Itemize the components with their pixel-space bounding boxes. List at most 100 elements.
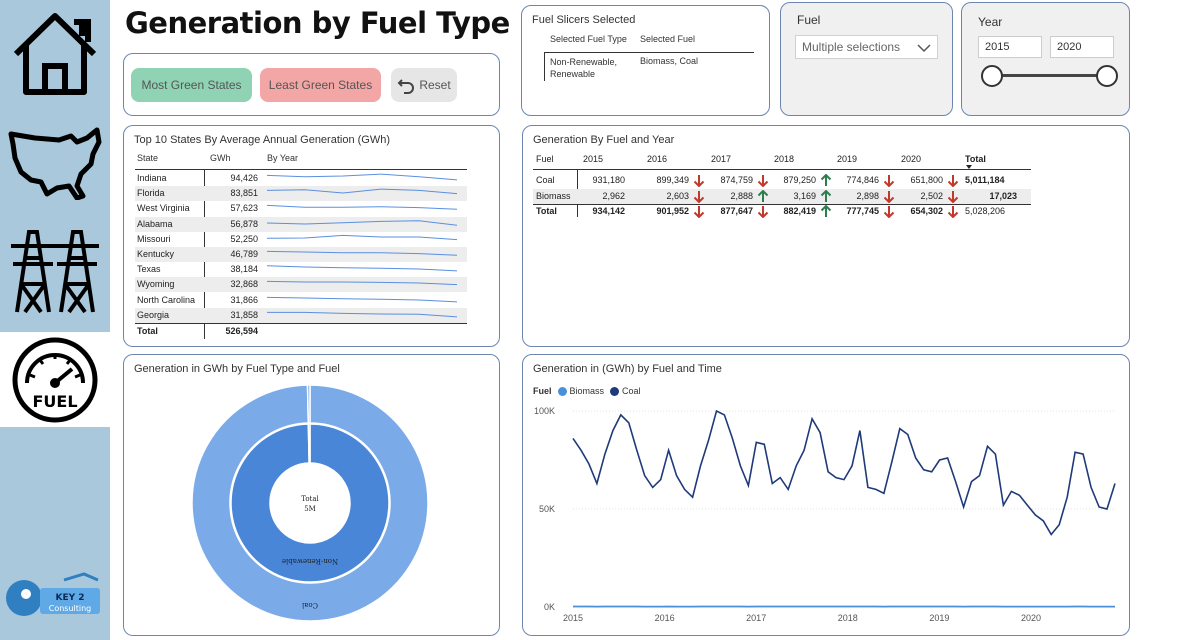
- state-gwh: 52,250: [230, 233, 258, 244]
- donut-center-label: Total: [301, 495, 319, 503]
- state-gwh: 94,426: [230, 173, 258, 183]
- arrow-up-icon: [820, 174, 832, 186]
- most-green-states-button[interactable]: Most Green States: [131, 68, 252, 102]
- year-slider-end-handle[interactable]: [1096, 65, 1118, 87]
- fy-header-5[interactable]: 2019: [837, 154, 858, 164]
- donut-outer-slice-biomass[interactable]: [306, 384, 311, 424]
- state-gwh: 32,868: [230, 279, 258, 290]
- x-tick-label: 2015: [563, 613, 583, 623]
- sparkline-line: [267, 265, 458, 272]
- arrow-up-icon: [820, 189, 832, 202]
- col-by-year-header: By Year: [267, 153, 299, 163]
- table-row-band: [135, 186, 467, 202]
- nav-fuel[interactable]: FUEL: [0, 332, 110, 427]
- year-to-input[interactable]: 2020: [1050, 36, 1114, 58]
- fy-header-3[interactable]: 2017: [711, 154, 732, 164]
- fy-cell-value: 774,846: [846, 175, 879, 185]
- nav-home[interactable]: [0, 5, 110, 100]
- fy-header-1[interactable]: 2015: [583, 154, 604, 164]
- state-gwh: 38,184: [230, 264, 258, 275]
- sparkline-line: [267, 296, 458, 302]
- fy-row-total: 17,023: [989, 190, 1017, 201]
- states-total-label: Total: [137, 326, 158, 336]
- selected-fuel-value: Biomass, Coal: [640, 56, 699, 66]
- top-states-title: Top 10 States By Average Annual Generati…: [134, 134, 391, 146]
- fy-fuel-name: Total: [536, 206, 557, 216]
- arrow-down-icon: [757, 175, 769, 187]
- line-chart: 0K 50K 100K 2015 2016 2017 2018 2019 2020: [534, 406, 1116, 623]
- reset-button[interactable]: Reset: [391, 68, 457, 102]
- table-row-band: [135, 216, 467, 232]
- sort-desc-icon[interactable]: [966, 165, 972, 169]
- fuel-slicer-panel: Fuel Multiple selections: [780, 2, 953, 116]
- fy-header-4[interactable]: 2018: [774, 154, 795, 164]
- nav-states[interactable]: [0, 112, 110, 207]
- fy-header-0[interactable]: Fuel: [536, 154, 554, 164]
- legend-coal-marker: [610, 386, 620, 396]
- state-gwh: 56,878: [230, 218, 258, 229]
- state-name: Wyoming: [137, 279, 175, 290]
- fy-cell-value: 874,759: [720, 175, 753, 185]
- reset-label: Reset: [419, 78, 451, 92]
- y-tick-label: 50K: [539, 504, 555, 514]
- fy-cell-value: 2,888: [730, 190, 753, 201]
- series-line-coal[interactable]: [572, 409, 1116, 536]
- fy-cell-value: 2,962: [602, 190, 625, 201]
- x-tick-label: 2018: [838, 613, 858, 623]
- fy-cell-value: 931,180: [592, 175, 625, 185]
- fy-cell-value: 777,745: [846, 206, 879, 216]
- state-gwh: 83,851: [230, 188, 258, 199]
- sparkline: [267, 250, 458, 256]
- nav-generation[interactable]: [0, 222, 110, 317]
- fy-row-total: 5,028,206: [965, 206, 1006, 216]
- fy-row-total: 5,011,184: [965, 175, 1005, 185]
- slicers-selected-title: Fuel Slicers Selected: [532, 14, 636, 26]
- sparkline: [267, 296, 458, 302]
- sparkline: [267, 311, 458, 318]
- state-gwh: 31,858: [230, 309, 258, 320]
- sparkline: [267, 173, 458, 181]
- fy-header-7[interactable]: Total: [965, 154, 986, 164]
- fuel-slicers-selected-panel: Fuel Slicers Selected Selected Fuel Type…: [521, 5, 770, 116]
- undo-icon: [397, 79, 415, 94]
- line-chart-panel: Generation in (GWh) by Fuel and Time Fue…: [522, 354, 1130, 636]
- state-name: Texas: [137, 264, 161, 275]
- year-slider-start-handle[interactable]: [981, 65, 1003, 87]
- fy-header-6[interactable]: 2020: [901, 154, 922, 164]
- fy-cell-value: 654,302: [910, 206, 943, 216]
- top-states-panel: Top 10 States By Average Annual Generati…: [123, 125, 500, 347]
- logo-text: KEY 2: [55, 593, 84, 603]
- fy-cell-value: 2,502: [920, 190, 943, 201]
- sparkline: [267, 188, 458, 195]
- legend-title: Fuel: [533, 386, 552, 396]
- donut-inner-slice-renewable[interactable]: [307, 423, 311, 464]
- col-gwh-header: GWh: [210, 153, 231, 163]
- least-green-states-button[interactable]: Least Green States: [260, 68, 381, 102]
- fy-cell-value: 901,952: [656, 206, 689, 216]
- donut-outer-slice-coal[interactable]: [191, 384, 429, 622]
- usa-map-icon: [8, 127, 102, 200]
- sparkline-line: [267, 250, 458, 256]
- year-from-input[interactable]: 2015: [978, 36, 1042, 58]
- fy-cell-value: 2,898: [856, 190, 879, 201]
- sparkline: [267, 281, 458, 286]
- state-name: North Carolina: [137, 294, 196, 305]
- arrow-down-icon: [883, 175, 895, 187]
- fuel-dropdown[interactable]: Multiple selections: [795, 35, 938, 59]
- arrow-down-icon: [947, 206, 959, 218]
- fy-fuel-name: Coal: [536, 175, 555, 185]
- state-name: Alabama: [137, 218, 173, 229]
- states-total-value: 526,594: [225, 326, 258, 336]
- fy-cell-value: 934,142: [592, 206, 625, 216]
- sparkline-line: [267, 234, 458, 240]
- state-gwh: 57,623: [230, 203, 258, 214]
- donut-inner-slice-non-renewable[interactable]: [230, 423, 390, 583]
- fy-header-2[interactable]: 2016: [647, 154, 668, 164]
- sparkline-line: [267, 205, 458, 211]
- x-tick-label: 2019: [929, 613, 949, 623]
- arrow-down-icon: [693, 206, 705, 218]
- fy-cell-value: 877,647: [720, 206, 753, 216]
- legend-biomass-marker: [557, 386, 567, 396]
- fy-cell-value: 3,169: [793, 190, 816, 201]
- fy-cell-value: 2,603: [666, 190, 689, 201]
